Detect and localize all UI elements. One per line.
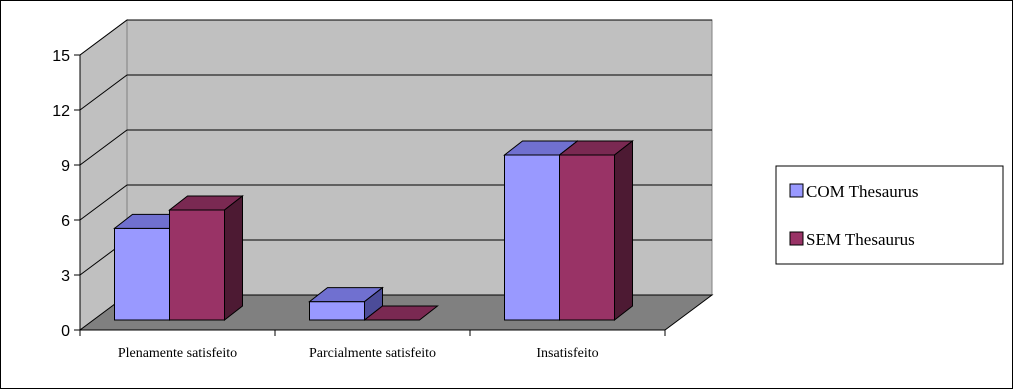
bar-front [505,155,560,320]
bar-front [310,302,365,320]
y-tick-label: 6 [61,213,70,230]
legend-swatch [790,232,803,245]
y-tick-label: 15 [52,48,70,65]
legend-swatch [790,184,803,197]
bar-front [560,155,615,320]
bar-front [115,228,170,320]
x-tick-label: Plenamente satisfeito [118,346,237,361]
bar-side [615,141,633,320]
bar [560,141,633,320]
y-tick-label: 3 [61,268,70,285]
bar-front [170,210,225,320]
y-tick-label: 12 [52,103,70,120]
legend: COM Thesaurus SEM Thesaurus [776,166,1003,264]
y-tick-label: 0 [61,323,70,340]
bar-side [225,196,243,320]
x-tick-label: Parcialmente satisfeito [309,346,436,361]
x-tick-label: Insatisfeito [536,346,598,361]
legend-label: COM Thesaurus [806,182,919,201]
bar [170,196,243,320]
y-tick-label: 9 [61,158,70,175]
legend-label: SEM Thesaurus [806,230,915,249]
legend-box [776,166,1003,264]
